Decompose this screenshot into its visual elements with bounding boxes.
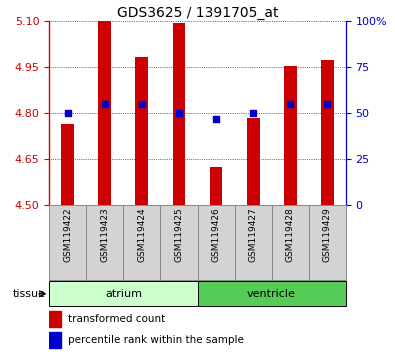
Bar bbox=[49, 311, 61, 327]
Bar bbox=[235, 205, 272, 280]
Bar bbox=[284, 66, 297, 205]
Bar bbox=[87, 205, 123, 280]
Bar bbox=[173, 23, 186, 205]
Text: percentile rank within the sample: percentile rank within the sample bbox=[68, 335, 244, 345]
Title: GDS3625 / 1391705_at: GDS3625 / 1391705_at bbox=[117, 6, 278, 20]
Point bbox=[213, 116, 219, 122]
Text: GSM119422: GSM119422 bbox=[63, 207, 72, 262]
Point bbox=[176, 110, 182, 116]
Point bbox=[65, 110, 71, 116]
Text: ventricle: ventricle bbox=[247, 289, 296, 299]
Text: tissue: tissue bbox=[12, 289, 45, 299]
Text: GSM119424: GSM119424 bbox=[137, 207, 147, 262]
Bar bbox=[209, 167, 222, 205]
Bar bbox=[49, 332, 61, 348]
Bar bbox=[272, 205, 308, 280]
Bar bbox=[198, 205, 235, 280]
Bar bbox=[135, 57, 149, 205]
Point bbox=[287, 101, 293, 107]
Bar bbox=[61, 124, 74, 205]
Text: transformed count: transformed count bbox=[68, 314, 165, 324]
Bar bbox=[49, 205, 87, 280]
Bar bbox=[321, 59, 334, 205]
Bar bbox=[246, 118, 260, 205]
Text: GSM119423: GSM119423 bbox=[100, 207, 109, 262]
Text: GSM119425: GSM119425 bbox=[175, 207, 184, 262]
Text: GSM119428: GSM119428 bbox=[286, 207, 295, 262]
Bar bbox=[160, 205, 198, 280]
Point bbox=[139, 101, 145, 107]
Text: atrium: atrium bbox=[105, 289, 142, 299]
Point bbox=[102, 101, 108, 107]
Text: GSM119427: GSM119427 bbox=[248, 207, 258, 262]
Text: GSM119429: GSM119429 bbox=[323, 207, 332, 262]
Point bbox=[250, 110, 256, 116]
Bar bbox=[308, 205, 346, 280]
Point bbox=[324, 101, 330, 107]
Bar bbox=[123, 205, 160, 280]
Bar bbox=[49, 281, 198, 306]
Bar bbox=[198, 281, 346, 306]
Bar bbox=[98, 21, 111, 205]
Text: GSM119426: GSM119426 bbox=[211, 207, 220, 262]
